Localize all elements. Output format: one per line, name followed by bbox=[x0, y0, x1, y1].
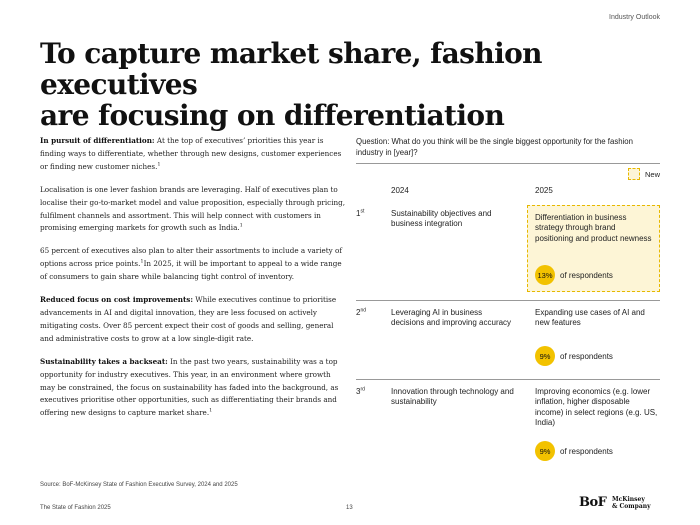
paragraph-localisation: Localisation is one lever fashion brands… bbox=[40, 184, 345, 236]
body-text: In pursuit of differentiation: At the to… bbox=[40, 135, 345, 430]
row-1-2025: Differentiation in business strategy thr… bbox=[535, 213, 652, 243]
column-header-2024: 2024 bbox=[391, 186, 409, 195]
paragraph-text: In 2025, it will be important to appeal … bbox=[40, 259, 342, 282]
divider bbox=[356, 163, 660, 164]
title-line-2: are focusing on differentiation bbox=[40, 99, 505, 132]
legend-new-label: New bbox=[644, 169, 660, 179]
paragraph-heading: In pursuit of differentiation: bbox=[40, 136, 155, 145]
row-2-2024: Leveraging AI in business decisions and … bbox=[391, 308, 512, 328]
row-3-2024: Innovation through technology and sustai… bbox=[391, 387, 514, 407]
pct-badge: 9% bbox=[535, 346, 555, 366]
publication-name: The State of Fashion 2025 bbox=[40, 505, 111, 511]
rank-suffix: rd bbox=[360, 386, 365, 393]
mckinsey-logo-line-2: & Company bbox=[612, 503, 651, 510]
paragraph-text: 65 percent of executives also plan to al… bbox=[40, 246, 343, 269]
legend-new-swatch bbox=[627, 168, 640, 180]
title-line-1: To capture market share, fashion executi… bbox=[40, 37, 543, 101]
footnote-marker: 1 bbox=[140, 258, 144, 265]
rank-2: 2nd bbox=[356, 308, 366, 317]
bof-logo: BoF bbox=[579, 495, 607, 510]
paragraph-cost: Reduced focus on cost improvements: Whil… bbox=[40, 294, 345, 346]
row-2-2025: Expanding use cases of AI and new featur… bbox=[535, 308, 645, 328]
divider bbox=[356, 379, 660, 380]
row-2-percentage: 9% of respondents bbox=[535, 346, 613, 366]
paragraph-sustainability: Sustainability takes a backseat: In the … bbox=[40, 356, 345, 421]
footnote-marker: 1 bbox=[157, 161, 161, 168]
paragraph-text: While executives continue to prioritise … bbox=[40, 295, 337, 343]
paragraph-differentiation: In pursuit of differentiation: At the to… bbox=[40, 135, 345, 174]
section-label: Industry Outlook bbox=[609, 14, 660, 21]
column-header-2025: 2025 bbox=[535, 186, 553, 195]
pct-badge: 13% bbox=[535, 265, 555, 285]
rank-1: 1st bbox=[356, 209, 364, 218]
legend: New bbox=[627, 168, 660, 180]
pct-label: of respondents bbox=[560, 351, 613, 361]
page-number: 13 bbox=[346, 505, 353, 511]
rank-number: 3 bbox=[356, 387, 361, 396]
mckinsey-logo: McKinsey & Company bbox=[612, 496, 651, 510]
paragraph-text: At the top of executives’ priorities thi… bbox=[40, 136, 342, 171]
rank-suffix: nd bbox=[360, 307, 367, 314]
pct-label: of respondents bbox=[560, 270, 613, 280]
paragraph-heading: Sustainability takes a backseat: bbox=[40, 356, 168, 366]
row-3-percentage: 9% of respondents bbox=[535, 441, 613, 461]
pct-label: of respondents bbox=[560, 446, 613, 456]
paragraph-assortment: 65 percent of executives also plan to al… bbox=[40, 245, 345, 284]
rank-suffix: st bbox=[360, 208, 365, 215]
pct-badge: 9% bbox=[535, 441, 555, 461]
row-1-percentage: 13% of respondents bbox=[535, 265, 613, 285]
page-title: To capture market share, fashion executi… bbox=[40, 38, 640, 131]
divider bbox=[356, 300, 660, 301]
row-1-2024: Sustainability objectives and business i… bbox=[391, 209, 492, 229]
source-note: Source: BoF-McKinsey State of Fashion Ex… bbox=[40, 482, 238, 488]
mckinsey-logo-line-1: McKinsey bbox=[612, 496, 645, 503]
footnote-marker: 1 bbox=[209, 407, 213, 414]
paragraph-text: Localisation is one lever fashion brands… bbox=[40, 184, 346, 233]
rank-number: 2 bbox=[356, 308, 361, 317]
paragraph-text: In the past two years, sustainability wa… bbox=[40, 356, 339, 418]
survey-question: Question: What do you think will be the … bbox=[356, 137, 633, 157]
rank-3: 3rd bbox=[356, 387, 365, 396]
footnote-marker: 1 bbox=[239, 223, 243, 230]
row-3-2025: Improving economics (e.g. lower inflatio… bbox=[535, 387, 658, 428]
rank-number: 1 bbox=[356, 209, 361, 218]
paragraph-heading: Reduced focus on cost improvements: bbox=[40, 295, 193, 305]
